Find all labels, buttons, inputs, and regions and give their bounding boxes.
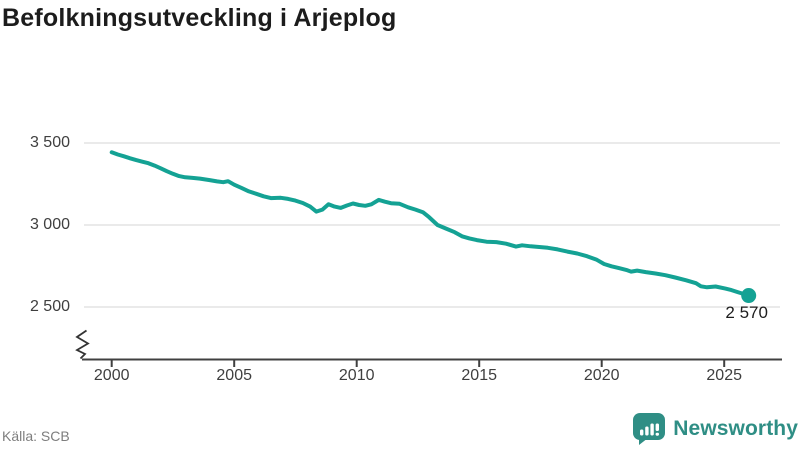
newsworthy-wordmark: Newsworthy [673,417,798,440]
page-title: Befolkningsutveckling i Arjeplog [2,4,397,32]
x-axis-ticks [110,360,726,367]
y-tick-label: 2 500 [29,298,70,315]
y-tick-label: 3 000 [29,216,70,233]
x-tick-label: 2025 [706,367,742,384]
source-note: Källa: SCB [2,428,70,444]
gridlines [84,142,780,308]
x-tick-label: 2015 [461,367,497,384]
newsworthy-logo: Newsworthy [632,412,798,446]
y-tick-label: 3 500 [29,134,70,151]
population-series-line [109,150,751,298]
series-end-dot [741,288,757,304]
newsworthy-bubble-icon [633,413,666,445]
x-tick-label: 2020 [583,367,620,384]
end-value-label: 2 570 [725,302,768,322]
axis-break-icon [75,329,90,360]
x-tick-label: 2000 [93,367,130,384]
x-tick-label: 2005 [216,367,252,384]
x-tick-label: 2010 [338,367,375,384]
